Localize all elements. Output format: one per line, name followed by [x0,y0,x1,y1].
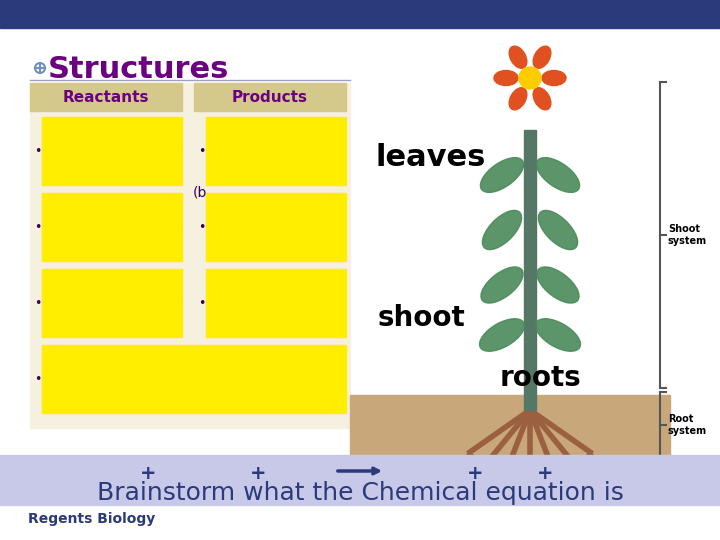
Text: •: • [34,220,41,233]
Text: Reactants: Reactants [63,90,149,105]
Text: Products: Products [232,90,308,105]
Text: roots: roots [500,364,582,392]
Ellipse shape [542,71,566,85]
Ellipse shape [509,46,527,68]
Ellipse shape [536,158,580,192]
Text: (b: (b [193,186,207,200]
Bar [42,269,182,337]
Bar [524,130,536,410]
Bar [42,193,182,261]
Text: +: + [467,464,483,483]
Text: leaves: leaves [375,144,485,172]
Bar [30,83,350,428]
Ellipse shape [494,71,518,85]
Text: •: • [34,145,41,158]
Ellipse shape [482,211,521,249]
Text: +: + [536,464,553,483]
Text: •: • [34,373,41,386]
Bar [350,28,670,458]
Text: •: • [198,220,205,233]
Text: +: + [250,464,266,483]
Bar [42,345,346,413]
Bar [30,83,182,111]
Bar [194,83,346,111]
Ellipse shape [536,319,580,351]
Circle shape [519,67,541,89]
Ellipse shape [539,211,577,249]
Ellipse shape [533,46,551,68]
Bar [0,455,720,505]
Bar [206,117,346,185]
Text: •: • [198,145,205,158]
Ellipse shape [533,87,551,110]
Text: Shoot
system: Shoot system [668,224,707,246]
Ellipse shape [537,267,579,303]
Bar [42,117,182,185]
Ellipse shape [480,158,523,192]
Ellipse shape [481,267,523,303]
Bar [0,0,720,28]
Text: Root
system: Root system [668,414,707,436]
Bar [350,395,670,460]
Text: shoot: shoot [378,304,466,332]
Text: Regents Biology: Regents Biology [28,512,156,526]
Text: •: • [34,296,41,309]
Text: +: + [140,464,156,483]
Ellipse shape [480,319,524,351]
Text: Structures: Structures [48,55,230,84]
Text: •: • [198,296,205,309]
Bar [206,269,346,337]
Text: Brainstorm what the Chemical equation is: Brainstorm what the Chemical equation is [96,481,624,505]
Ellipse shape [509,87,527,110]
Bar [206,193,346,261]
